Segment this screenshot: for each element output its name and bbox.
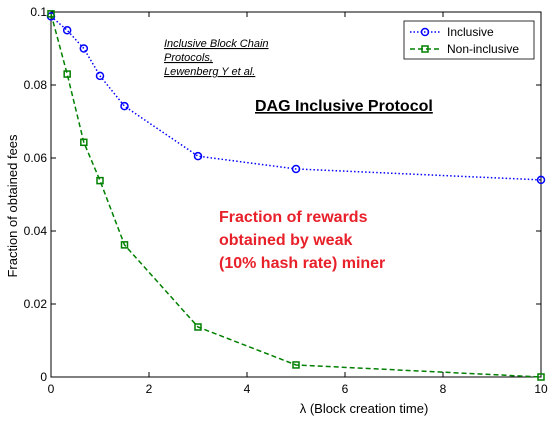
- citation-line-1: Inclusive Block Chain: [164, 38, 269, 50]
- note-line-2: obtained by weak: [219, 232, 352, 249]
- data-point-inclusive: [193, 151, 203, 161]
- legend-label-non-inclusive: Non-inclusive: [447, 42, 519, 56]
- y-tick-label: 0.1: [30, 5, 47, 19]
- legend-marker-inclusive: [420, 27, 430, 37]
- data-point-non-inclusive: [80, 138, 88, 147]
- data-point-non-inclusive: [63, 70, 71, 78]
- x-tick-label: 10: [534, 382, 548, 396]
- data-point-inclusive: [95, 71, 105, 81]
- y-tick-label: 0.02: [24, 297, 48, 311]
- data-point-inclusive: [536, 175, 546, 185]
- x-axis: 0 2 4 6 8 10: [48, 12, 548, 396]
- y-tick-label: 0.06: [24, 151, 48, 165]
- protocol-heading: DAG Inclusive Protocol: [255, 98, 433, 115]
- y-tick-label: 0.08: [24, 78, 48, 92]
- y-axis: 0 0.02 0.04 0.06 0.08 0.1: [24, 5, 541, 384]
- note-line-1: Fraction of rewards: [219, 209, 368, 226]
- x-axis-label: λ (Block creation time): [300, 401, 429, 416]
- x-tick-label: 4: [244, 382, 251, 396]
- series-layer: [46, 10, 546, 381]
- data-point-non-inclusive: [120, 241, 129, 249]
- legend-marker-non-inclusive: [421, 45, 429, 53]
- data-point-non-inclusive: [537, 373, 545, 381]
- series-line-non-inclusive: [50, 13, 542, 378]
- x-tick-label: 2: [146, 382, 153, 396]
- legend: Inclusive Non-inclusive: [403, 20, 535, 60]
- data-point-non-inclusive: [292, 361, 300, 369]
- data-point-inclusive: [120, 101, 129, 111]
- citation-line-2: Protocols,: [164, 52, 213, 64]
- note-line-3: (10% hash rate) miner: [219, 255, 385, 272]
- data-point-non-inclusive: [194, 323, 202, 331]
- data-point-inclusive: [291, 164, 301, 174]
- plot-area: [50, 11, 542, 378]
- data-point-inclusive: [79, 44, 89, 53]
- data-point-non-inclusive: [47, 10, 55, 18]
- data-point-non-inclusive: [96, 176, 104, 185]
- series-line-inclusive: [50, 15, 542, 181]
- legend-label-inclusive: Inclusive: [447, 25, 494, 39]
- y-axis-label: Fraction of obtained fees: [5, 134, 20, 278]
- x-tick-label: 8: [440, 382, 447, 396]
- x-tick-label: 0: [48, 382, 55, 396]
- data-point-inclusive: [62, 26, 72, 35]
- y-tick-label: 0.04: [24, 224, 48, 238]
- x-tick-label: 6: [342, 382, 349, 396]
- y-tick-label: 0: [40, 370, 47, 384]
- citation-line-3: Lewenberg Y et al.: [164, 66, 255, 78]
